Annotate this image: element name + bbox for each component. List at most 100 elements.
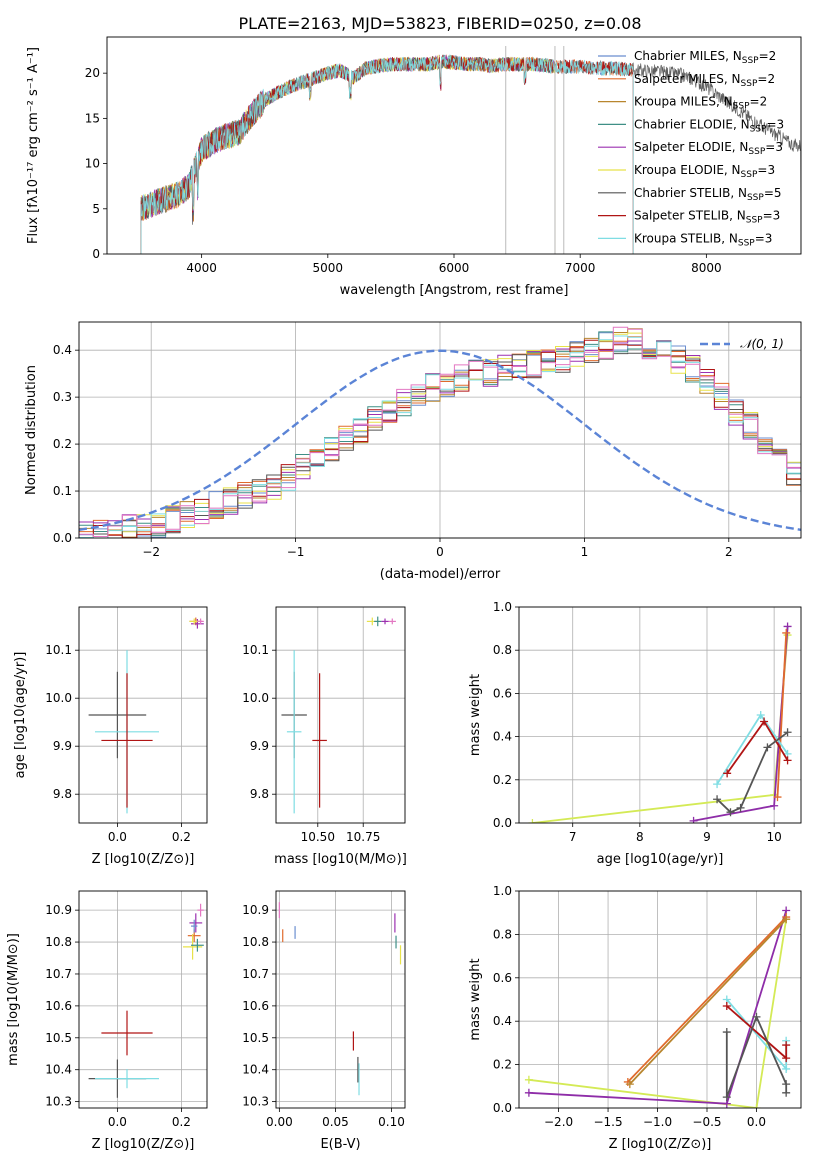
- spectrum-series-0: [140, 55, 634, 254]
- weight-vs-age-ytick-label-1: 0.2: [493, 773, 512, 787]
- weight-vs-age-series-1-marker-2: [783, 622, 792, 631]
- age-vs-Z-ytick-label-1: 9.9: [53, 739, 72, 753]
- weight-vs-Z-series-4-marker-1: [782, 1064, 791, 1073]
- mass-vs-Z-ytick-label-5: 10.8: [45, 935, 72, 949]
- spectrum-ytick-label-3: 15: [85, 111, 100, 125]
- weight-vs-Z-series-6-marker-3: [782, 1080, 791, 1089]
- spectrum-legend-label-1: Salpeter MILES, NSSP=2: [634, 72, 775, 89]
- spectrum-lines: [140, 53, 801, 254]
- age-vs-Z-ylabel: age [log10(age/yr)]: [13, 652, 28, 779]
- residuals-xtick-label-2: 0: [436, 545, 444, 559]
- age-vs-mass-frame: [275, 606, 406, 824]
- weight-vs-Z-series-3-marker-0: [625, 1080, 634, 1089]
- residuals-ylabel: Normed distribution: [24, 365, 39, 495]
- weight-vs-age-xtick-label-0: 7: [569, 830, 577, 844]
- spectrum-frame: [106, 36, 802, 255]
- weight-vs-age-ytick-label-2: 0.4: [493, 730, 512, 744]
- weight-vs-Z-series-3: [629, 918, 787, 1085]
- mass-vs-EBV-ytick-label-0: 10.3: [242, 1095, 269, 1109]
- age-vs-mass-xlabel: mass [log10(M/M⊙)]: [274, 852, 407, 867]
- age-vs-mass-ytick-label-0: 9.8: [250, 787, 269, 801]
- residuals-frame: [78, 321, 802, 539]
- weight-vs-Z-xtick-label-4: 0.0: [747, 1115, 766, 1129]
- age-vs-Z-points: [88, 617, 204, 814]
- weight-vs-age-series-2: [776, 632, 788, 798]
- age-vs-Z-axes: 0.0 0.2 9.8 9.9 10.0 10.1: [45, 607, 207, 844]
- weight-vs-age-series-4-marker-2: [783, 756, 792, 765]
- spectrum-xtick-label-3: 7000: [565, 261, 596, 275]
- spectrum-legend-label-5: Kroupa ELODIE, NSSP=3: [634, 163, 775, 180]
- weight-vs-age-series-2-marker-1: [782, 628, 791, 637]
- mass-vs-Z-ytick-label-4: 10.7: [45, 967, 72, 981]
- residuals-legend-label: 𝒩(0, 1): [740, 337, 784, 351]
- spectrum-xlabel: wavelength [Angstrom, rest frame]: [340, 283, 569, 298]
- weight-vs-Z-series-0-marker-0: [524, 1075, 533, 1084]
- mass-vs-EBV-xtick-label-2: 0.10: [378, 1115, 405, 1129]
- weight-vs-age-series-5-marker-4: [783, 728, 792, 737]
- weight-vs-Z-xtick-label-3: −0.5: [692, 1115, 721, 1129]
- spectrum-legend-label-0: Chabrier MILES, NSSP=2: [634, 49, 776, 66]
- residuals-ytick-label-0: 0.0: [53, 531, 72, 545]
- weight-vs-age-series-4-marker-0: [723, 769, 732, 778]
- age-vs-mass-axes: 10.50 10.75 9.8 9.9 10.0 10.1: [242, 607, 405, 844]
- weight-vs-age-xtick-label-2: 9: [703, 830, 711, 844]
- spectrum-axes: 4000 5000 6000 7000 8000 0 5 10 15 20: [85, 66, 722, 275]
- weight-vs-Z-ytick-label-0: 0.0: [493, 1101, 512, 1115]
- weight-vs-age-xlabel: age [log10(age/yr)]: [597, 852, 724, 867]
- weight-vs-age-series-0-marker-0: [528, 819, 537, 823]
- mass-vs-Z-ylabel: mass [log10(M/M⊙)]: [6, 933, 21, 1066]
- residuals-hist-2: [79, 328, 801, 538]
- weight-vs-age-series-4-marker-1: [760, 717, 769, 726]
- mass-vs-Z-xtick-label-1: 0.2: [172, 1115, 191, 1129]
- residuals-hist-9: [79, 326, 801, 538]
- residuals-ytick-label-2: 0.2: [53, 437, 72, 451]
- weight-vs-age-series-3-marker-1: [756, 711, 765, 719]
- weight-vs-Z-series-6-marker-4: [782, 1088, 791, 1097]
- weight-vs-age-xtick-label-1: 8: [636, 830, 644, 844]
- age-vs-mass-ytick-label-3: 10.1: [242, 643, 269, 657]
- mass-vs-EBV-xtick-label-0: 0.00: [266, 1115, 293, 1129]
- age-vs-mass-xtick-label-0: 10.50: [301, 830, 335, 844]
- weight-vs-age-lines: [528, 622, 792, 823]
- weight-vs-Z-series-5-marker-0: [722, 1002, 731, 1011]
- mass-vs-Z-axes: 0.0 0.2 10.3 10.4 10.5 10.6 10.7 10.8 10.9: [45, 891, 207, 1129]
- weight-vs-Z-series-3-marker-1: [782, 915, 791, 924]
- residuals-ytick-label-3: 0.3: [53, 390, 72, 404]
- weight-vs-Z-axes: −2.0 −1.5 −1.0 −0.5 0.0 0.0 0.2 0.4 0.6 0.8 1.0: [493, 884, 801, 1129]
- spectrum-ytick-label-4: 20: [85, 66, 100, 80]
- mass-vs-EBV-xtick-label-1: 0.05: [322, 1115, 349, 1129]
- spectrum-xtick-label-0: 4000: [186, 261, 217, 275]
- residuals-xtick-label-3: 1: [581, 545, 589, 559]
- weight-vs-age-axes: 7 8 9 10 0.0 0.2 0.4 0.6 0.8 1.0: [493, 600, 801, 844]
- weight-vs-age-ytick-label-4: 0.8: [493, 643, 512, 657]
- spectrum-xtick-label-4: 8000: [691, 261, 722, 275]
- spectrum-ylabel: Flux [fλ10⁻¹⁷ erg cm⁻² s⁻¹ A⁻¹]: [26, 47, 41, 244]
- weight-vs-Z-xlabel: Z [log10(Z/Z⊙)]: [609, 1137, 712, 1152]
- spectrum-legend-label-4: Salpeter ELODIE, NSSP=3: [634, 140, 783, 157]
- spectrum-legend-label-6: Chabrier STELIB, NSSP=5: [634, 186, 782, 203]
- mass-vs-EBV-ytick-label-4: 10.7: [242, 967, 269, 981]
- age-vs-Z-xtick-label-0: 0.0: [108, 830, 127, 844]
- weight-vs-Z-xtick-label-2: −1.0: [643, 1115, 672, 1129]
- residuals-ytick-label-1: 0.1: [53, 484, 72, 498]
- age-vs-Z-ytick-label-3: 10.1: [45, 643, 72, 657]
- mass-vs-EBV-ytick-label-5: 10.8: [242, 935, 269, 949]
- weight-vs-age-series-3-marker-0: [713, 780, 722, 789]
- residuals-xlabel: (data-model)/error: [380, 567, 501, 582]
- weight-vs-Z-xtick-label-0: −2.0: [544, 1115, 573, 1129]
- spectrum-legend-label-2: Kroupa MILES, NSSP=2: [634, 95, 767, 112]
- residuals-hist: [79, 326, 801, 538]
- residuals-ytick-label-4: 0.4: [53, 343, 72, 357]
- weight-vs-Z-ytick-label-5: 1.0: [493, 884, 512, 898]
- weight-vs-Z-ylabel: mass weight: [468, 958, 483, 1040]
- figure-title: PLATE=2163, MJD=53823, FIBERID=0250, z=0…: [238, 14, 641, 33]
- weight-vs-Z-series-5-marker-2: [782, 1041, 791, 1050]
- spectrum-series-7: [140, 55, 634, 254]
- spectrum-xtick-label-1: 5000: [313, 261, 344, 275]
- weight-vs-Z-series-2: [627, 916, 787, 1083]
- residuals-xtick-label-1: −1: [287, 545, 305, 559]
- weight-vs-age-series-5-marker-3: [763, 743, 772, 752]
- residuals-xtick-label-0: −2: [142, 545, 160, 559]
- residuals-hist-5: [79, 332, 801, 538]
- mass-vs-EBV-ytick-label-6: 10.9: [242, 903, 269, 917]
